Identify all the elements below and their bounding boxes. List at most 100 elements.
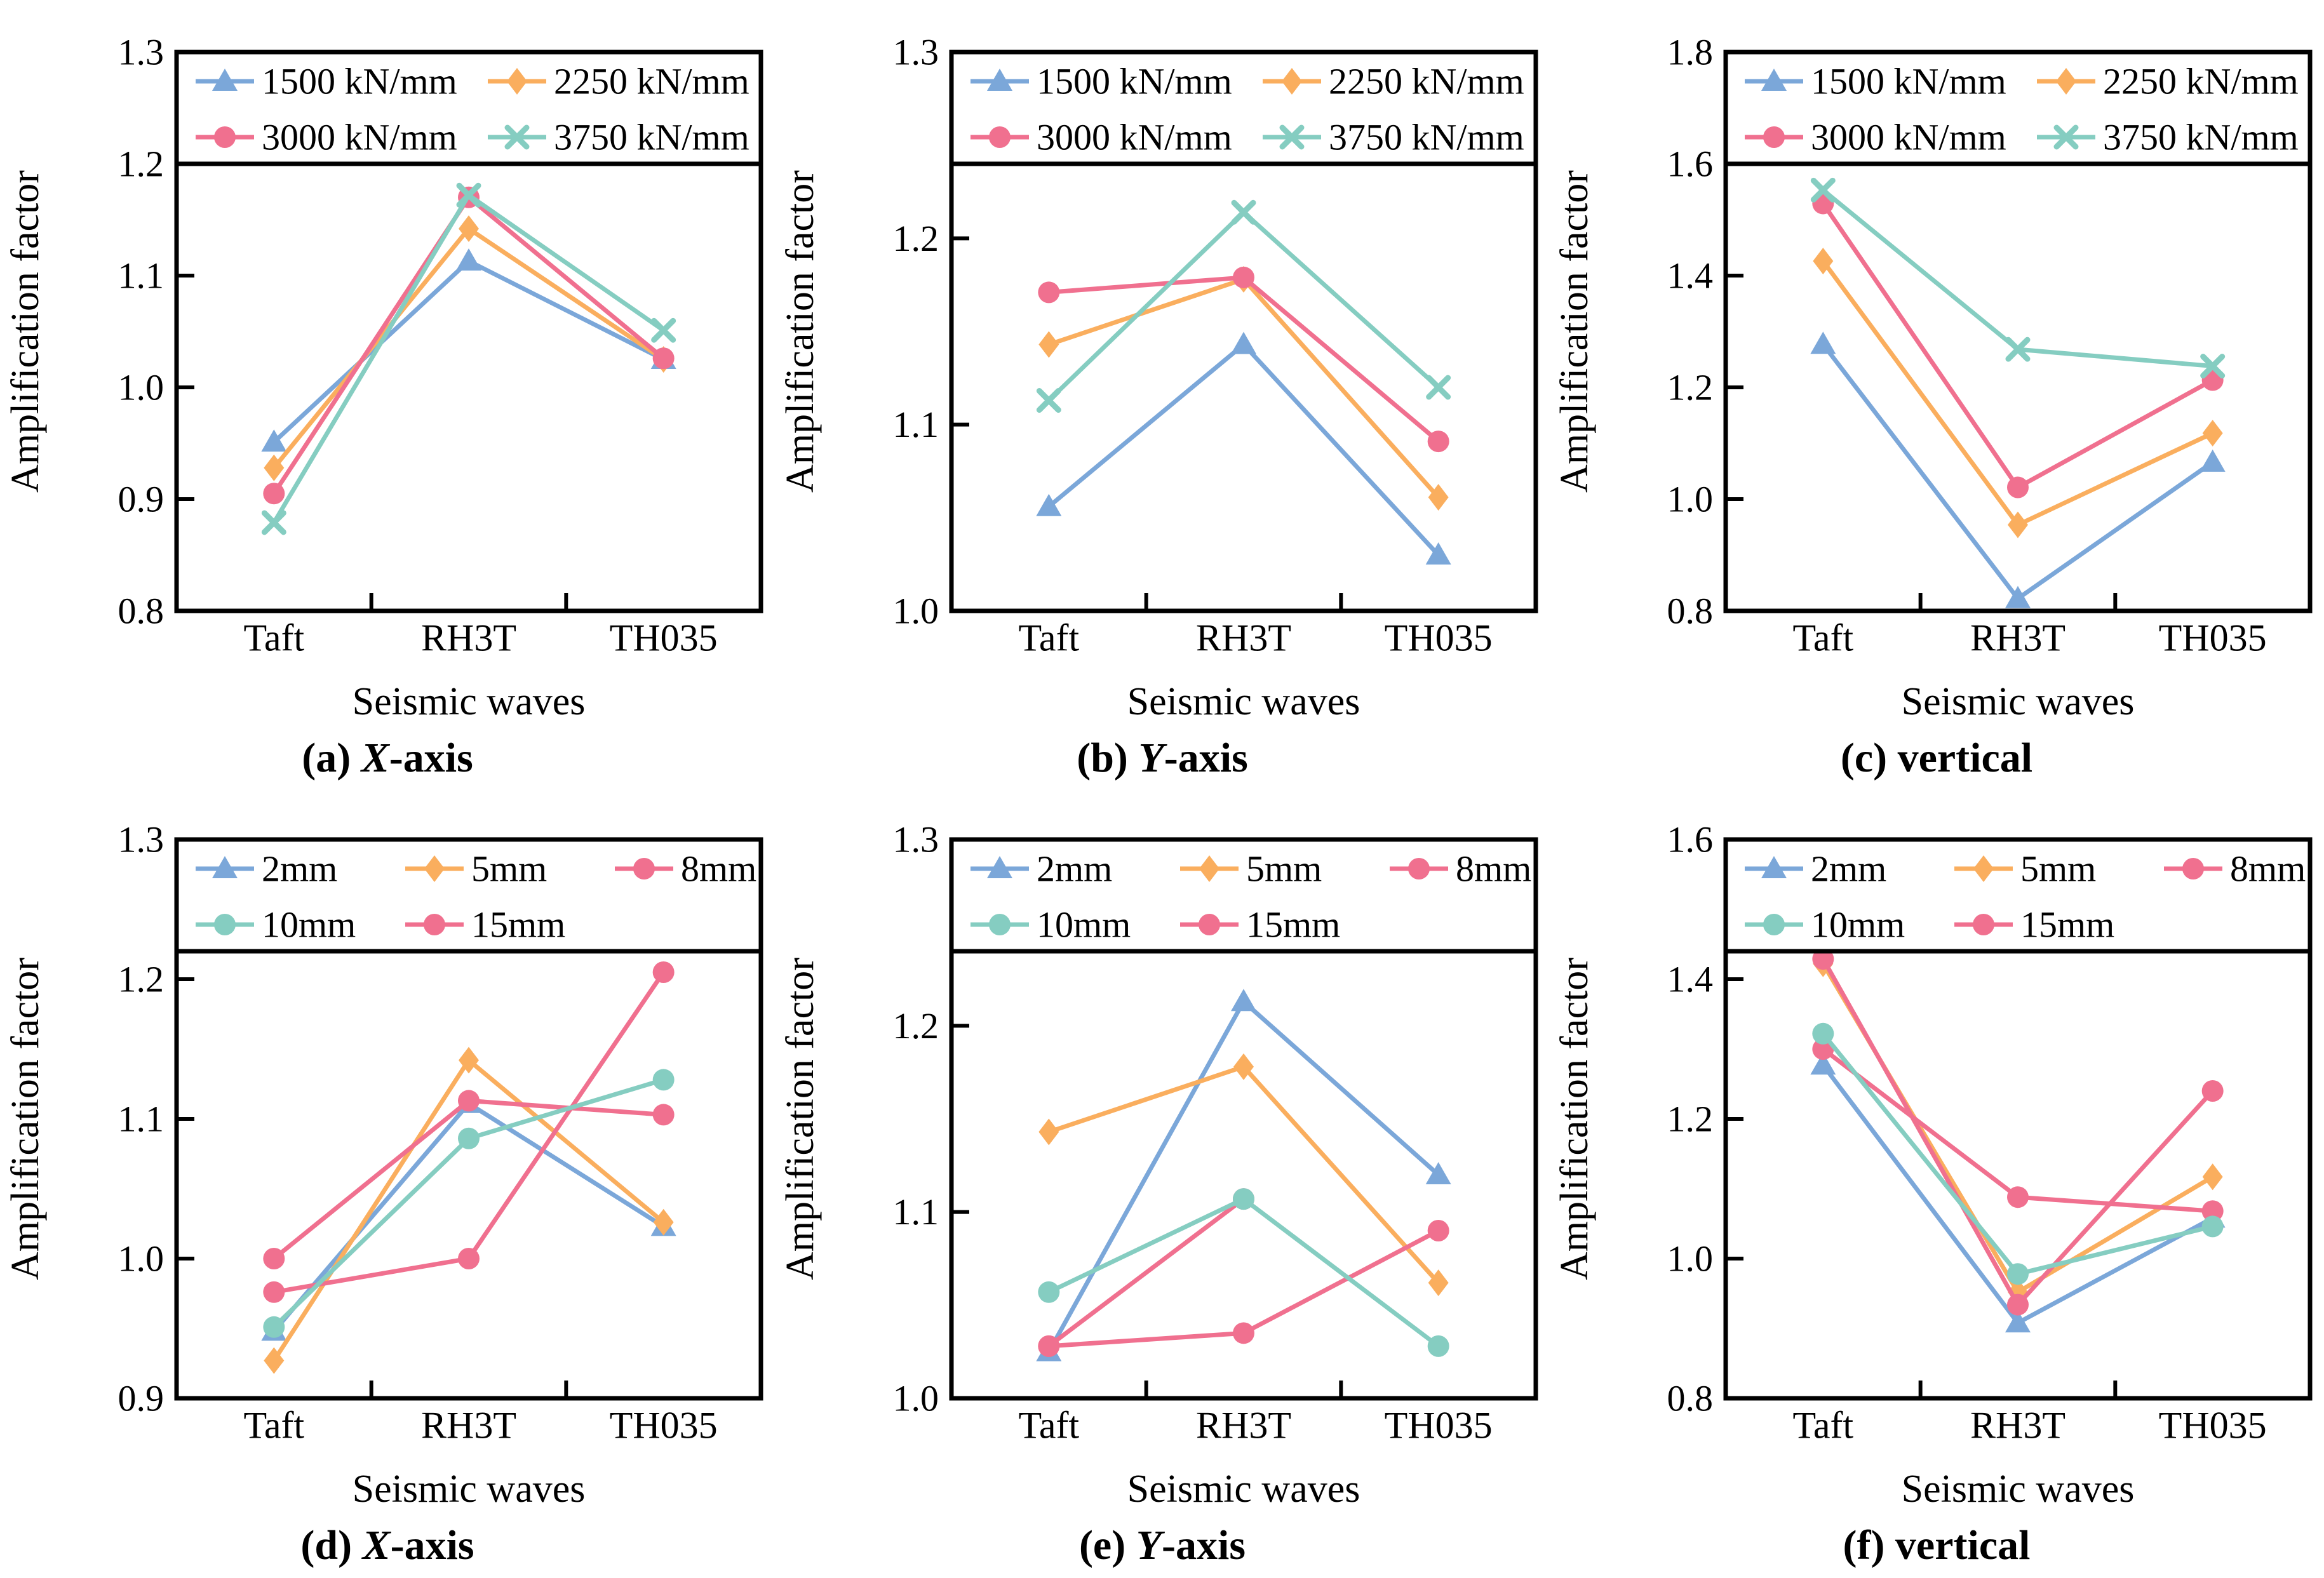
data-point-marker — [1428, 484, 1449, 511]
series-3750-kN-mm — [1036, 199, 1451, 413]
y-tick-label: 1.0 — [1667, 1238, 1714, 1280]
x-category-label: TH035 — [2159, 617, 2267, 659]
chart-b: 1.3 1.2 1.1 1.0 Taft RH3T TH035 Seismic waves Am… — [779, 32, 1538, 781]
series-group — [1810, 177, 2226, 608]
x-category-label: Taft — [1793, 1404, 1854, 1446]
x-category-label: RH3T — [421, 617, 516, 659]
legend-label: 1500 kN/mm — [262, 61, 457, 102]
legend-marker — [1198, 914, 1220, 935]
data-point-marker — [2201, 1200, 2224, 1222]
legend-item-8mm: 8mm — [1389, 848, 1531, 890]
x-category-label: RH3T — [421, 1404, 516, 1446]
series-line — [1821, 342, 2215, 601]
legend-label: 2250 kN/mm — [2103, 61, 2299, 102]
data-point-marker — [2201, 1215, 2224, 1238]
data-point-marker — [2005, 585, 2031, 608]
legend-item-3750-kN-mm: 3750 kN/mm — [1262, 117, 1524, 158]
x-category-label: RH3T — [1196, 617, 1291, 659]
data-point-marker — [652, 347, 675, 370]
legend-label: 3750 kN/mm — [554, 117, 749, 158]
data-point-marker — [459, 1046, 479, 1074]
legend-marker — [214, 914, 236, 935]
legend-box — [949, 837, 1538, 954]
legend-marker — [2182, 858, 2205, 879]
legend-label: 2250 kN/mm — [1329, 61, 1524, 102]
data-point-marker — [2007, 1186, 2029, 1208]
legend-marker — [212, 856, 238, 878]
data-point-marker — [261, 429, 287, 452]
data-point-marker — [1037, 281, 1059, 304]
chart-caption: (a) X-axis — [302, 735, 473, 781]
y-axis-title: Amplification factor — [779, 170, 822, 493]
legend-item-1500-kN-mm: 1500 kN/mm — [196, 61, 457, 102]
data-point-marker — [1425, 542, 1451, 565]
y-tick-label: 1.6 — [1667, 144, 1714, 185]
data-point-marker — [2005, 1310, 2031, 1333]
data-point-marker — [1425, 1162, 1451, 1184]
series-line — [1046, 210, 1441, 403]
data-point-marker — [1233, 1053, 1254, 1080]
legend-marker — [1973, 855, 1994, 882]
legend-marker — [2053, 124, 2079, 150]
chart-caption: (e) Y-axis — [1079, 1522, 1246, 1568]
x-axis-title: Seismic waves — [353, 1468, 586, 1511]
y-tick-label: 1.2 — [892, 218, 939, 259]
y-tick-label: 1.2 — [118, 959, 165, 1000]
chart-caption: (d) X-axis — [300, 1522, 474, 1568]
data-point-marker — [2007, 1263, 2029, 1285]
series-10mm — [1812, 1022, 2224, 1285]
legend-label: 2mm — [1037, 848, 1112, 890]
y-tick-label: 1.2 — [1667, 367, 1714, 408]
legend: 1500 kN/mm 2250 kN/mm 3000 kN/mm 3750 kN/mm — [174, 50, 763, 166]
data-point-marker — [264, 1347, 285, 1374]
legend-box — [1723, 837, 2313, 954]
data-point-marker — [651, 318, 676, 343]
legend-item-1500-kN-mm: 1500 kN/mm — [1745, 61, 2006, 102]
data-point-marker — [2200, 354, 2226, 379]
series-group — [261, 182, 676, 535]
x-axis: Taft RH3T TH035 — [1018, 593, 1492, 659]
data-point-marker — [456, 248, 481, 271]
series-group — [1035, 989, 1451, 1361]
data-point-marker — [652, 1104, 675, 1126]
y-axis-title: Amplification factor — [4, 958, 47, 1280]
x-category-label: TH035 — [1384, 617, 1492, 659]
legend-marker — [1407, 858, 1430, 879]
x-category-label: TH035 — [610, 1404, 718, 1446]
data-point-marker — [1035, 493, 1061, 516]
series-10mm — [263, 1069, 675, 1338]
legend-label: 15mm — [471, 904, 565, 946]
series-3750-kN-mm — [1811, 177, 2226, 379]
chart-panel-d: 1.3 1.2 1.1 1.0 0.9 Taft RH3T TH035 Seismic wave… — [0, 787, 775, 1575]
chart-a: 1.3 1.2 1.1 1.0 0.9 0.8 Taft RH3T TH035 Seismic w… — [4, 32, 763, 781]
legend-item-15mm: 15mm — [1954, 904, 2115, 946]
data-point-marker — [1037, 1335, 1059, 1357]
data-point-marker — [652, 961, 675, 983]
data-point-marker — [1427, 431, 1449, 453]
x-axis-title: Seismic waves — [1902, 680, 2135, 723]
data-point-marker — [653, 1208, 674, 1236]
legend-item-5mm: 5mm — [1954, 848, 2097, 890]
legend-marker — [988, 914, 1011, 935]
x-axis: Taft RH3T TH035 — [1793, 1381, 2267, 1446]
y-tick-label: 0.8 — [1667, 591, 1714, 632]
legend: 2mm 5mm 8mm 10mm 15mm — [949, 837, 1538, 954]
data-point-marker — [2005, 337, 2031, 362]
y-tick-label: 1.1 — [892, 1191, 939, 1233]
x-axis: Taft RH3T TH035 — [243, 1381, 718, 1446]
data-point-marker — [263, 1248, 285, 1269]
series-15mm — [1812, 948, 2224, 1316]
data-point-marker — [1427, 1220, 1449, 1241]
data-point-marker — [2202, 1163, 2223, 1191]
x-axis-title: Seismic waves — [1902, 1468, 2135, 1511]
data-point-marker — [263, 1316, 285, 1338]
legend-label: 3000 kN/mm — [1811, 117, 2006, 158]
y-tick-label: 1.2 — [118, 144, 165, 185]
x-category-label: Taft — [1793, 617, 1854, 659]
y-tick-label: 1.3 — [118, 32, 165, 73]
series-group — [261, 961, 676, 1374]
series-15mm — [1037, 1188, 1254, 1357]
data-point-marker — [1810, 1052, 1836, 1075]
y-tick-label: 1.0 — [118, 1238, 165, 1280]
legend-label: 3000 kN/mm — [1037, 117, 1232, 158]
